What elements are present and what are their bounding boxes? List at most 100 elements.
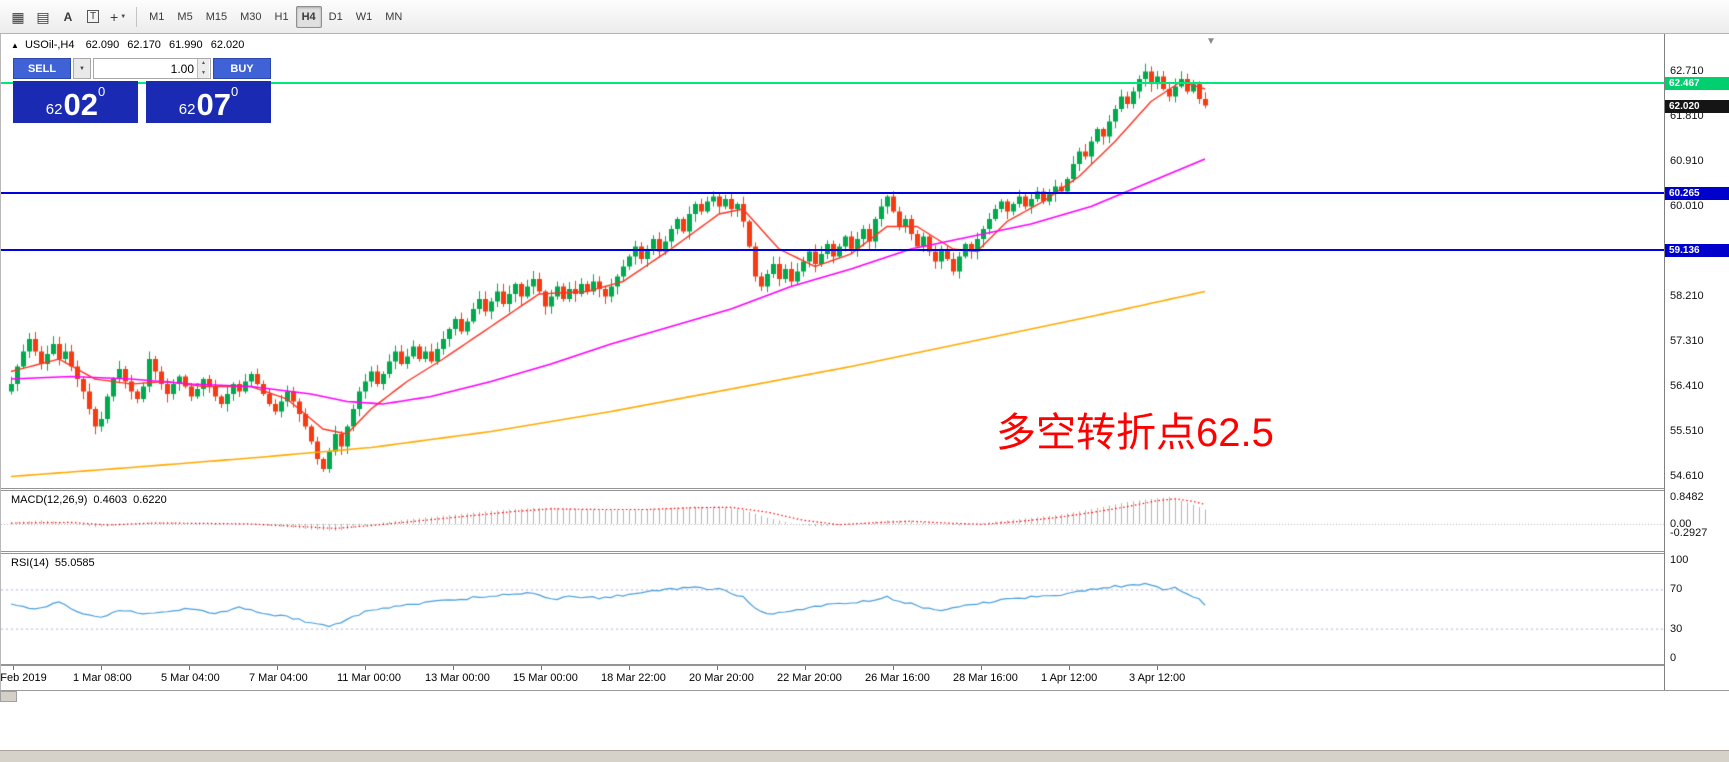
time-axis-tick xyxy=(365,666,366,670)
volume-decrease-button[interactable]: ▼ xyxy=(197,68,209,78)
timeframe-button-m1[interactable]: M1 xyxy=(149,10,165,23)
timeframe-button-m5[interactable]: M5 xyxy=(177,10,193,23)
macd-label: MACD(12,26,9) 0.4603 0.6220 xyxy=(11,494,173,506)
time-axis-label: 3 Apr 12:00 xyxy=(1129,672,1186,684)
chart-area: ▲ USOil-,H4 62.090 62.170 61.990 62.020 … xyxy=(0,34,1729,691)
panel-separator[interactable] xyxy=(1,664,1729,666)
sell-price-pip: 0 xyxy=(97,84,106,99)
sell-button[interactable]: SELL xyxy=(13,58,71,79)
time-axis-label: 1 Mar 08:00 xyxy=(73,672,132,684)
price-badge: 60.265 xyxy=(1665,187,1729,201)
time-axis-label: 15 Mar 00:00 xyxy=(513,672,578,684)
one-click-trading-panel: SELL ▼ ▲ ▼ BUY 62 02 0 62 xyxy=(13,58,271,123)
macd-indicator-canvas[interactable] xyxy=(1,491,1664,551)
rsi-axis-label: 30 xyxy=(1670,622,1683,635)
time-axis-tick xyxy=(717,666,718,670)
horizontal-scrollbar-stub[interactable] xyxy=(0,691,17,702)
time-axis-label: 13 Mar 00:00 xyxy=(425,672,490,684)
text-box-icon: T xyxy=(86,10,100,23)
timeframe-button-h4[interactable]: H4 xyxy=(295,5,322,28)
time-axis-tick xyxy=(101,666,102,670)
symbol-marker-icon: ▲ xyxy=(11,41,19,50)
buy-button[interactable]: BUY xyxy=(213,58,271,79)
grid-icon: ▤ xyxy=(36,8,50,25)
panel-separator[interactable] xyxy=(1,551,1729,554)
time-axis-tick xyxy=(541,666,542,670)
chart-title: ▲ USOil-,H4 62.090 62.170 61.990 62.020 xyxy=(11,39,244,51)
time-axis-label: 7 Mar 04:00 xyxy=(249,672,308,684)
timeframe-button-m15[interactable]: M15 xyxy=(205,10,228,23)
order-type-dropdown[interactable]: ▼ xyxy=(73,58,91,79)
timeframe-group: M1 M5 M15 M30 H1 H4 D1 W1 MN xyxy=(143,5,408,28)
macd-name: MACD(12,26,9) xyxy=(11,494,88,506)
buy-price-pip: 0 xyxy=(230,84,239,99)
chart-shift-marker-icon: ▼ xyxy=(1206,36,1216,47)
time-axis-label: 18 Mar 22:00 xyxy=(601,672,666,684)
time-axis-tick xyxy=(13,666,14,670)
rsi-axis-label: 70 xyxy=(1670,583,1683,596)
ohlc-close: 62.020 xyxy=(210,39,245,51)
time-axis: 27 Feb 2019 1 Mar 08:00 5 Mar 04:00 7 Mar 0… xyxy=(0,666,1664,690)
candlestick-chart-canvas[interactable] xyxy=(1,35,1664,488)
chart-text-annotation: 多空转折点62.5 xyxy=(996,411,1274,455)
panel-separator[interactable] xyxy=(1,488,1729,491)
sell-price-display[interactable]: 62 02 0 xyxy=(13,81,138,123)
macd-axis-label: 0.8482 xyxy=(1670,491,1704,504)
time-axis-tick xyxy=(805,666,806,670)
timeframe-button-w1[interactable]: W1 xyxy=(355,10,373,23)
crosshair-icon[interactable]: + ▼ xyxy=(106,6,130,28)
time-axis-tick xyxy=(1157,666,1158,670)
sell-price-main: 02 xyxy=(63,87,98,122)
timeframe-button-mn[interactable]: MN xyxy=(385,10,403,23)
price-axis-label: 56.410 xyxy=(1670,380,1704,392)
horizontal-line xyxy=(1,192,1664,195)
time-axis-label: 26 Mar 16:00 xyxy=(865,672,930,684)
ohlc-open: 62.090 xyxy=(85,39,120,51)
volume-increase-button[interactable]: ▲ xyxy=(197,59,209,69)
chart-template-icon[interactable]: ▦ xyxy=(6,6,30,28)
rsi-indicator-canvas[interactable] xyxy=(1,554,1664,664)
window-bottom-strip xyxy=(0,750,1729,762)
price-axis-label: 55.510 xyxy=(1670,425,1704,437)
macd-axis-label: 0.00 xyxy=(1670,518,1692,530)
price-badge: 59.136 xyxy=(1665,243,1729,257)
time-axis-label: 5 Mar 04:00 xyxy=(161,672,220,684)
macd-axis-label: -0.2927 xyxy=(1670,527,1708,540)
timeframe-button-m30[interactable]: M30 xyxy=(240,10,262,23)
price-badge: 62.020 xyxy=(1665,99,1729,113)
time-axis-label: 22 Mar 20:00 xyxy=(777,672,842,684)
chart-tools-group: ▦ ▤ A T + ▼ xyxy=(6,6,130,28)
ohlc-high: 62.170 xyxy=(127,39,161,51)
price-axis-label: 57.310 xyxy=(1670,335,1704,347)
volume-field: ▲ ▼ xyxy=(93,58,211,79)
price-badge: 62.467 xyxy=(1665,77,1729,91)
macd-value-signal: 0.6220 xyxy=(133,494,167,506)
timeframe-button-h1[interactable]: H1 xyxy=(274,10,289,23)
rsi-axis-label: 0 xyxy=(1670,652,1677,664)
toolbar-separator xyxy=(136,6,138,27)
rsi-value: 55.0585 xyxy=(54,557,95,569)
time-axis-label: 11 Mar 00:00 xyxy=(337,672,402,684)
price-axis-label: 61.810 xyxy=(1670,110,1704,122)
time-axis-tick xyxy=(1069,666,1070,670)
chevron-down-icon: ▼ xyxy=(79,65,85,72)
timeframe-button-d1[interactable]: D1 xyxy=(328,10,343,23)
buy-price-display[interactable]: 62 07 0 xyxy=(146,81,271,123)
time-axis-tick xyxy=(981,666,982,670)
ohlc-low: 61.990 xyxy=(169,39,203,51)
time-axis-tick xyxy=(629,666,630,670)
chart-template-icon: ▦ xyxy=(11,8,25,25)
text-label-icon: A xyxy=(63,9,73,24)
rsi-axis-label: 100 xyxy=(1670,554,1689,566)
text-label-icon[interactable]: A xyxy=(56,6,80,28)
time-axis-tick xyxy=(893,666,894,670)
time-axis-label: 28 Mar 16:00 xyxy=(953,672,1018,684)
time-axis-label: 1 Apr 12:00 xyxy=(1041,672,1098,684)
time-axis-tick xyxy=(189,666,190,670)
price-axis-label: 60.910 xyxy=(1670,155,1704,167)
volume-input[interactable] xyxy=(94,59,210,78)
price-axis-label: 58.210 xyxy=(1670,290,1704,302)
grid-icon[interactable]: ▤ xyxy=(31,6,55,28)
text-box-icon[interactable]: T xyxy=(81,6,105,28)
